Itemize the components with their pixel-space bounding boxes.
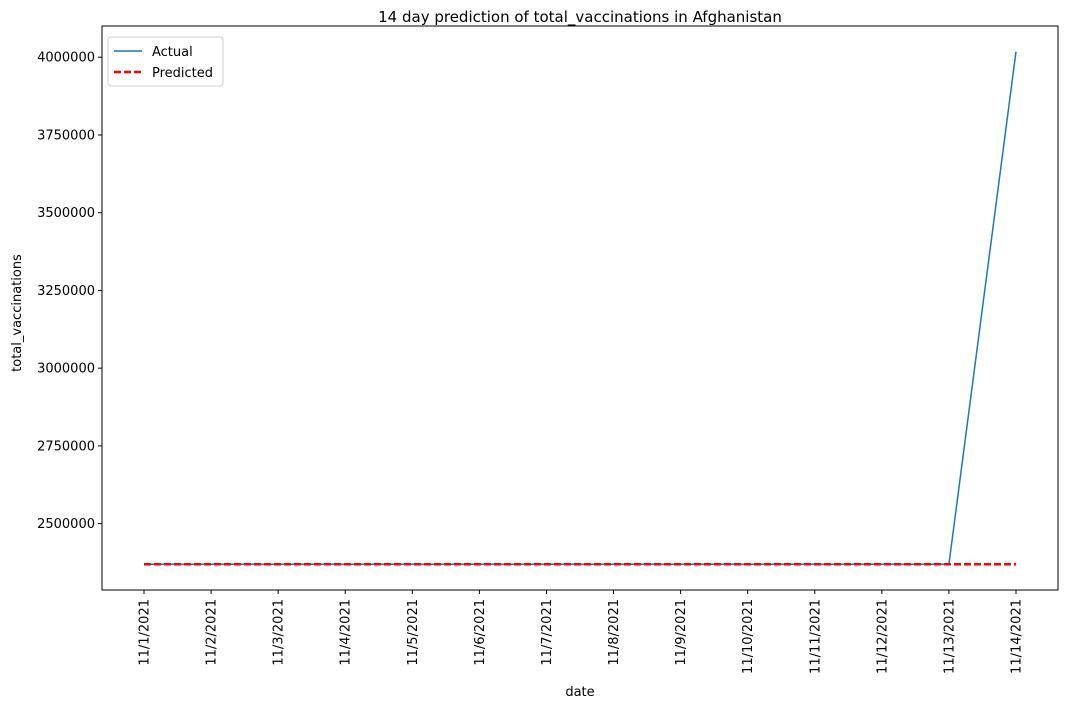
x-tick-label: 11/1/2021 bbox=[138, 599, 153, 666]
y-tick-label: 3500000 bbox=[37, 206, 95, 221]
y-tick-label: 3750000 bbox=[37, 128, 95, 143]
x-tick-label: 11/8/2021 bbox=[607, 599, 622, 666]
y-tick-label: 2500000 bbox=[37, 517, 95, 532]
y-axis-label: total_vaccinations bbox=[10, 254, 25, 372]
x-tick-label: 11/4/2021 bbox=[339, 599, 354, 666]
x-tick-label: 11/3/2021 bbox=[272, 599, 287, 666]
x-tick-label: 11/11/2021 bbox=[808, 599, 823, 674]
x-tick-label: 11/9/2021 bbox=[674, 599, 689, 666]
legend: Actual Predicted bbox=[107, 36, 224, 87]
x-tick-label: 11/13/2021 bbox=[942, 599, 957, 674]
y-axis: 2500000 2750000 3000000 3250000 3500000 37500… bbox=[37, 51, 102, 532]
x-tick-label: 11/14/2021 bbox=[1010, 599, 1025, 674]
x-tick-label: 11/2/2021 bbox=[205, 599, 220, 666]
x-tick-label: 11/5/2021 bbox=[406, 599, 421, 666]
chart-title: 14 day prediction of total_vaccinations … bbox=[378, 8, 782, 27]
x-tick-label: 11/7/2021 bbox=[540, 599, 555, 666]
x-axis-label: date bbox=[565, 685, 594, 700]
plot-frame bbox=[101, 25, 1059, 591]
plot-area bbox=[101, 25, 1059, 591]
x-tick-label: 11/6/2021 bbox=[473, 599, 488, 666]
legend-label-predicted: Predicted bbox=[152, 66, 213, 81]
series-line-actual bbox=[144, 51, 1017, 566]
legend-box bbox=[107, 36, 224, 87]
y-tick-label: 4000000 bbox=[37, 51, 95, 66]
y-tick-label: 2750000 bbox=[37, 439, 95, 454]
x-axis: 11/1/2021 11/2/2021 11/3/2021 11/4/2021 11/5… bbox=[138, 590, 1025, 674]
y-tick-label: 3000000 bbox=[37, 362, 95, 377]
y-tick-label: 3250000 bbox=[37, 284, 95, 299]
series-layer bbox=[144, 51, 1017, 566]
legend-label-actual: Actual bbox=[152, 45, 193, 60]
x-tick-label: 11/12/2021 bbox=[875, 599, 890, 674]
x-tick-label: 11/10/2021 bbox=[741, 599, 756, 674]
